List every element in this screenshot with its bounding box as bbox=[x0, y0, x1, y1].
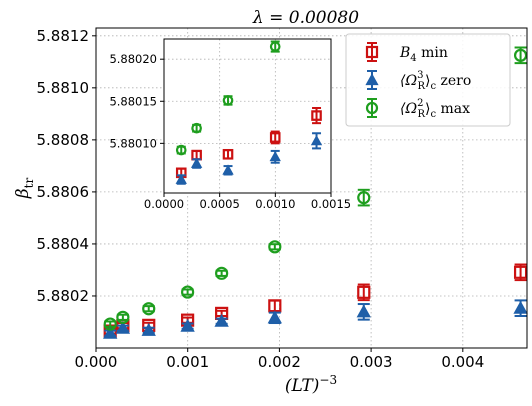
data-point-circle bbox=[116, 310, 130, 324]
main-y-axis-ticks: 5.8802 5.8804 5.8806 5.8808 5.8810 5.8812 bbox=[37, 27, 96, 305]
data-point-circle bbox=[357, 191, 371, 205]
data-point-triangle bbox=[269, 150, 281, 162]
data-point-square bbox=[357, 285, 371, 299]
data-point-triangle bbox=[356, 304, 371, 318]
data-point-triangle bbox=[513, 300, 528, 314]
legend-label: ⟨Ω3 R⟩c zero bbox=[400, 70, 471, 92]
data-point-circle bbox=[215, 266, 229, 280]
legend-entry: ⟨Ω3 R⟩c zero bbox=[365, 70, 471, 92]
x-tick-label: 0.000 bbox=[75, 353, 118, 371]
data-point-triangle bbox=[141, 322, 156, 336]
data-point-triangle bbox=[190, 157, 203, 168]
y-tick-label: 5.8808 bbox=[37, 131, 90, 149]
data-point-circle bbox=[181, 285, 195, 299]
x-tick-label: 0.002 bbox=[258, 353, 301, 371]
data-point-circle bbox=[222, 95, 234, 106]
main-plot-area: 0.000 0.001 0.002 0.003 0.004 5.88025.88045.… bbox=[37, 27, 528, 371]
data-point-circle bbox=[103, 317, 117, 331]
series-circle bbox=[103, 46, 528, 331]
data-point-triangle bbox=[175, 173, 187, 184]
data-point-square bbox=[513, 265, 528, 279]
y-tick-label: 5.88010 bbox=[109, 136, 157, 150]
data-point-triangle bbox=[115, 320, 131, 334]
series-triangle bbox=[103, 299, 528, 339]
y-tick-label: 5.8804 bbox=[37, 235, 90, 253]
data-point-circle bbox=[191, 122, 202, 134]
legend-marker-triangle bbox=[365, 73, 379, 86]
inset-plot-area: 0.0000 0.0005 0.0010 0.0015 5.880105.880155… bbox=[109, 38, 351, 211]
series-square bbox=[103, 263, 528, 338]
x-tick-label: 0.004 bbox=[441, 353, 484, 371]
series-triangle bbox=[175, 132, 323, 185]
main-x-axis-ticks: 0.000 0.001 0.002 0.003 0.004 bbox=[75, 348, 484, 371]
series-circle bbox=[175, 40, 281, 156]
data-point-circle bbox=[513, 48, 528, 62]
x-tick-label: 0.0015 bbox=[311, 197, 351, 211]
y-tick-label: 5.88020 bbox=[109, 52, 157, 66]
data-point-square bbox=[269, 132, 281, 143]
y-tick-label: 5.8812 bbox=[37, 27, 90, 45]
legend-frame bbox=[345, 33, 511, 127]
data-point-triangle bbox=[214, 313, 229, 327]
legend-marker-square bbox=[365, 45, 379, 59]
data-point-square bbox=[311, 110, 322, 121]
legend: B4 min ⟨Ω3 R⟩c zero ⟨Ω2 R⟩c max bbox=[345, 33, 511, 127]
data-point-square bbox=[222, 148, 234, 160]
legend-entry: B4 min bbox=[365, 42, 448, 64]
inset-axes-frame bbox=[163, 38, 332, 194]
inset-data-marks bbox=[175, 40, 323, 185]
data-point-triangle bbox=[267, 310, 282, 324]
data-point-circle bbox=[142, 302, 156, 316]
y-tick-label: 5.8806 bbox=[37, 183, 90, 201]
legend-entries: B4 min ⟨Ω3 R⟩c zero ⟨Ω2 R⟩c max bbox=[365, 42, 471, 120]
x-tick-label: 0.0005 bbox=[200, 197, 240, 211]
legend-marker-circle bbox=[365, 101, 379, 115]
y-tick-label: 5.8810 bbox=[37, 79, 90, 97]
data-point-circle bbox=[269, 41, 281, 52]
y-tick-label: 5.88015 bbox=[109, 94, 157, 108]
data-point-triangle bbox=[222, 164, 234, 175]
main-data-marks bbox=[103, 46, 528, 339]
x-tick-label: 0.0000 bbox=[144, 197, 184, 211]
inset-background bbox=[164, 39, 331, 193]
x-tick-label: 0.003 bbox=[350, 353, 393, 371]
data-point-triangle bbox=[103, 325, 118, 339]
data-point-triangle bbox=[180, 318, 195, 332]
data-point-circle bbox=[268, 240, 282, 254]
legend-entry: ⟨Ω2 R⟩c max bbox=[365, 98, 470, 120]
y-tick-label: 5.8802 bbox=[37, 287, 90, 305]
data-point-circle bbox=[175, 144, 187, 156]
legend-label: B4 min bbox=[399, 45, 448, 64]
x-axis-label: (LT)−3 bbox=[285, 373, 337, 396]
data-point-triangle bbox=[310, 134, 323, 146]
inset-y-axis-ticks: 5.88010 5.88015 5.88020 bbox=[109, 52, 164, 150]
x-tick-label: 0.001 bbox=[166, 353, 209, 371]
chart-title: λ = 0.00080 bbox=[252, 8, 359, 28]
y-axis-label: βtr bbox=[13, 178, 36, 200]
x-tick-label: 0.0010 bbox=[255, 197, 295, 211]
main-axes-frame bbox=[95, 27, 528, 349]
legend-label: ⟨Ω2 R⟩c max bbox=[400, 98, 470, 120]
inset-x-axis-ticks: 0.0000 0.0005 0.0010 0.0015 bbox=[144, 193, 351, 211]
